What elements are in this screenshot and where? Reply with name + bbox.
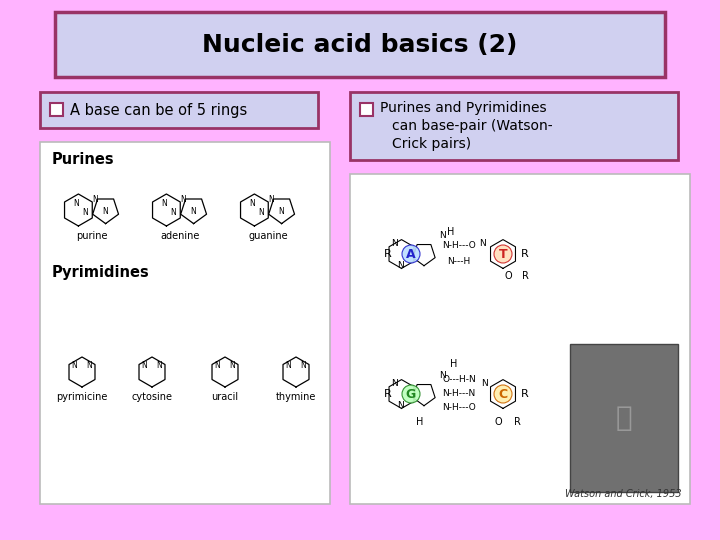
Text: A: A	[406, 247, 416, 260]
Text: Nucleic acid basics (2): Nucleic acid basics (2)	[202, 33, 518, 57]
Text: N: N	[73, 199, 79, 208]
Text: N: N	[171, 208, 176, 217]
Text: N-H---O: N-H---O	[442, 241, 476, 251]
Text: Purines: Purines	[52, 152, 114, 167]
Text: N: N	[392, 240, 398, 248]
Text: N: N	[83, 208, 89, 217]
Text: N: N	[230, 361, 235, 370]
Text: R: R	[384, 389, 392, 399]
Text: N: N	[250, 199, 256, 208]
Text: N: N	[480, 240, 487, 248]
Text: O: O	[494, 417, 502, 427]
FancyBboxPatch shape	[570, 344, 678, 492]
Text: can base-pair (Watson-: can base-pair (Watson-	[392, 119, 553, 133]
Text: H: H	[416, 417, 423, 427]
FancyBboxPatch shape	[55, 12, 665, 77]
Text: N: N	[392, 380, 398, 388]
Text: R: R	[521, 271, 528, 281]
Text: Crick pairs): Crick pairs)	[392, 137, 471, 151]
Bar	[360, 103, 373, 116]
Text: C: C	[498, 388, 508, 401]
Text: N: N	[161, 199, 167, 208]
Text: adenine: adenine	[161, 231, 199, 241]
Text: N: N	[180, 195, 186, 204]
Text: N: N	[103, 207, 109, 216]
Text: N: N	[142, 361, 148, 370]
FancyBboxPatch shape	[350, 174, 690, 504]
Text: N: N	[191, 207, 197, 216]
Text: G: G	[406, 388, 416, 401]
Text: N---H: N---H	[447, 258, 471, 267]
Text: O---H-N: O---H-N	[442, 375, 476, 384]
Text: N: N	[71, 361, 77, 370]
Text: N: N	[215, 361, 220, 370]
Text: Pyrimidines: Pyrimidines	[52, 265, 150, 280]
FancyBboxPatch shape	[40, 142, 330, 504]
Text: R: R	[384, 249, 392, 259]
Text: N: N	[440, 372, 446, 381]
Text: uracil: uracil	[212, 392, 238, 402]
Text: cytosine: cytosine	[132, 392, 173, 402]
Text: guanine: guanine	[248, 231, 288, 241]
Text: N: N	[301, 361, 307, 370]
Text: A base can be of 5 rings: A base can be of 5 rings	[70, 103, 247, 118]
Text: R: R	[521, 389, 528, 399]
Text: Purines and Pyrimidines: Purines and Pyrimidines	[380, 101, 546, 115]
Text: R: R	[513, 417, 521, 427]
Text: pyrimicine: pyrimicine	[56, 392, 108, 402]
Text: N-H---O: N-H---O	[442, 403, 476, 413]
Text: H: H	[447, 227, 455, 237]
Text: N-H---N: N-H---N	[442, 389, 476, 399]
Bar	[50, 103, 63, 116]
Text: N: N	[482, 380, 488, 388]
Text: N: N	[397, 402, 405, 410]
Text: N: N	[258, 208, 264, 217]
Text: N: N	[440, 232, 446, 240]
Text: N: N	[92, 195, 98, 204]
FancyBboxPatch shape	[350, 92, 678, 160]
Text: N: N	[397, 261, 405, 271]
Text: T: T	[499, 247, 508, 260]
Text: 📷: 📷	[616, 404, 632, 432]
Text: R: R	[521, 249, 528, 259]
Text: N: N	[157, 361, 163, 370]
Text: N: N	[269, 195, 274, 204]
Text: Watson and Crick, 1953: Watson and Crick, 1953	[565, 489, 682, 499]
Text: O: O	[504, 271, 512, 281]
Text: N: N	[86, 361, 92, 370]
Text: thymine: thymine	[276, 392, 316, 402]
Text: purine: purine	[76, 231, 108, 241]
Text: H: H	[450, 359, 458, 369]
Text: N: N	[286, 361, 292, 370]
FancyBboxPatch shape	[40, 92, 318, 128]
Text: N: N	[279, 207, 284, 216]
